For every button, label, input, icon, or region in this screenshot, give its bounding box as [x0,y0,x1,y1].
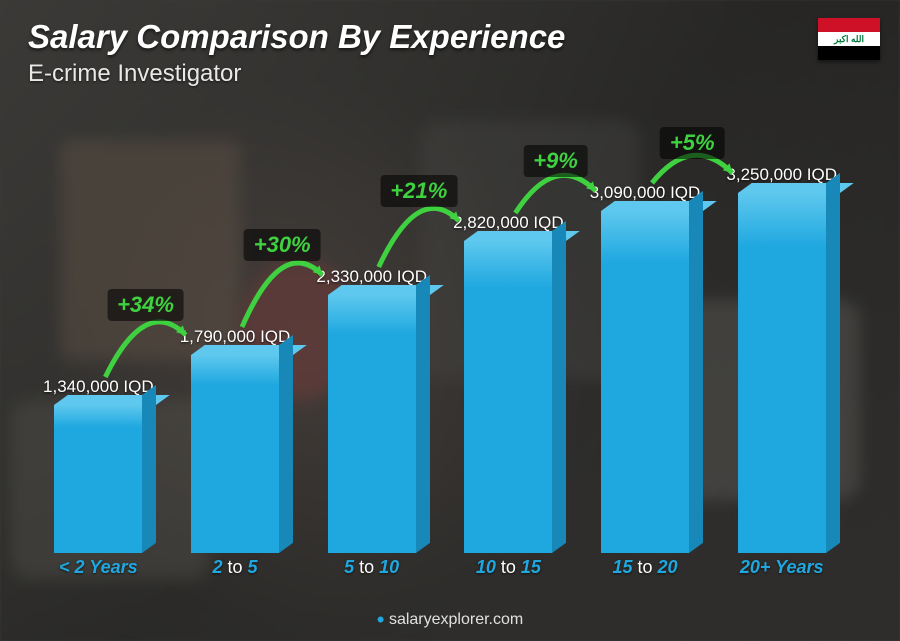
bar-slot: 2,820,000 IQD [440,213,577,553]
flag-stripe-red [818,18,880,32]
bars-container: 1,340,000 IQD 1,790,000 IQD 2,330,000 IQ… [30,100,850,553]
bar-slot: 1,790,000 IQD [167,327,304,553]
x-axis-label: 2 to 5 [167,557,304,581]
bar-front-face [191,355,279,553]
x-axis-label: 20+ Years [713,557,850,581]
footer-text: salaryexplorer.com [389,611,523,628]
bar-side-face [416,275,430,553]
bar-slot: 3,250,000 IQD [713,165,850,553]
bar-3d [191,355,279,553]
chart-title: Salary Comparison By Experience [28,18,565,56]
bar-value-label: 3,250,000 IQD [726,165,837,185]
bar-side-face [142,385,156,553]
bar-side-face [826,173,840,553]
bar-value-label: 2,820,000 IQD [453,213,564,233]
bar-side-face [552,221,566,553]
flag-stripe-black [818,46,880,60]
chart-area: 1,340,000 IQD 1,790,000 IQD 2,330,000 IQ… [30,100,850,581]
bar-3d [54,405,142,553]
bar-slot: 1,340,000 IQD [30,377,167,553]
country-flag-iraq: الله اكبر [818,18,880,60]
bar-value-label: 3,090,000 IQD [590,183,701,203]
x-axis-label: < 2 Years [30,557,167,581]
flag-script: الله اكبر [834,34,864,45]
bar-value-label: 2,330,000 IQD [316,267,427,287]
bar-3d [464,241,552,553]
bar-front-face [464,241,552,553]
flag-stripe-white: الله اكبر [818,32,880,46]
bar-front-face [328,295,416,553]
bar-front-face [601,211,689,553]
footer-dot-icon: • [377,607,385,632]
bar-3d [601,211,689,553]
x-axis-label: 10 to 15 [440,557,577,581]
bar-value-label: 1,340,000 IQD [43,377,154,397]
bar-3d [328,295,416,553]
x-axis-label: 15 to 20 [577,557,714,581]
infographic-container: Salary Comparison By Experience E-crime … [0,0,900,641]
bar-slot: 2,330,000 IQD [303,267,440,553]
bar-slot: 3,090,000 IQD [577,183,714,553]
x-axis-labels: < 2 Years2 to 55 to 1010 to 1515 to 2020… [30,557,850,581]
bar-side-face [279,335,293,553]
bar-3d [738,193,826,553]
footer: • salaryexplorer.com [0,611,900,629]
bar-front-face [54,405,142,553]
bar-side-face [689,191,703,553]
bar-value-label: 1,790,000 IQD [180,327,291,347]
x-axis-label: 5 to 10 [303,557,440,581]
bar-front-face [738,193,826,553]
chart-subtitle: E-crime Investigator [28,60,241,88]
